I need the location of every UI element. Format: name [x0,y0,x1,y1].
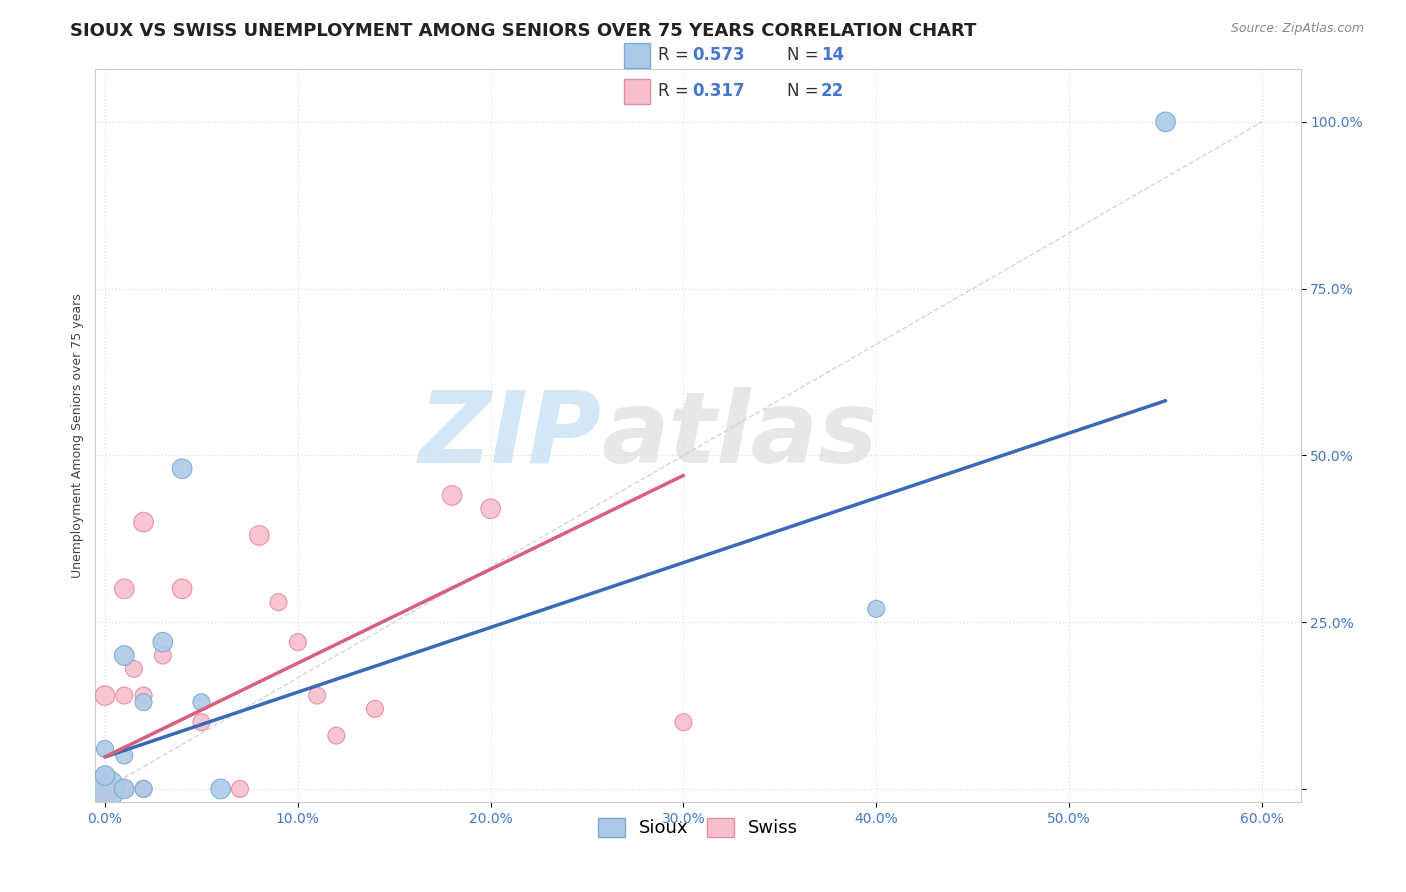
Text: R =: R = [658,46,695,64]
Legend: Sioux, Swiss: Sioux, Swiss [591,811,806,845]
Point [112,781,135,796]
Text: N =: N = [787,82,824,101]
Text: SIOUX VS SWISS UNEMPLOYMENT AMONG SENIORS OVER 75 YEARS CORRELATION CHART: SIOUX VS SWISS UNEMPLOYMENT AMONG SENIOR… [70,22,977,40]
Point [94,768,117,782]
Point [865,602,887,616]
Text: ZIP: ZIP [419,387,602,483]
Point [364,702,387,716]
Text: 22: 22 [821,82,845,101]
Point [209,781,232,796]
Point [94,689,117,703]
Text: atlas: atlas [602,387,877,483]
Bar [624,79,650,104]
Point [94,781,117,796]
Y-axis label: Unemployment Among Seniors over 75 years: Unemployment Among Seniors over 75 years [72,293,84,578]
Point [132,781,155,796]
Point [267,595,290,609]
Point [172,582,194,596]
Point [287,635,309,649]
Point [229,781,252,796]
Point [152,648,174,663]
Bar [624,44,650,68]
Text: 0.317: 0.317 [692,82,744,101]
Point [247,528,270,542]
Point [190,715,212,730]
Point [112,582,135,596]
Point [112,748,135,763]
Point [1154,115,1177,129]
Point [132,695,155,709]
Text: 14: 14 [821,46,844,64]
Point [94,781,117,796]
Point [190,695,212,709]
Point [307,689,329,703]
Point [122,662,145,676]
Text: Source: ZipAtlas.com: Source: ZipAtlas.com [1230,22,1364,36]
Point [172,462,194,476]
Point [672,715,695,730]
Point [112,689,135,703]
Text: 0.573: 0.573 [692,46,744,64]
Text: R =: R = [658,82,695,101]
Point [132,689,155,703]
Point [325,729,347,743]
Point [479,501,502,516]
Text: N =: N = [787,46,824,64]
Point [112,648,135,663]
Point [112,781,135,796]
Point [132,515,155,529]
Point [152,635,174,649]
Point [94,742,117,756]
Point [441,488,464,502]
Point [132,781,155,796]
